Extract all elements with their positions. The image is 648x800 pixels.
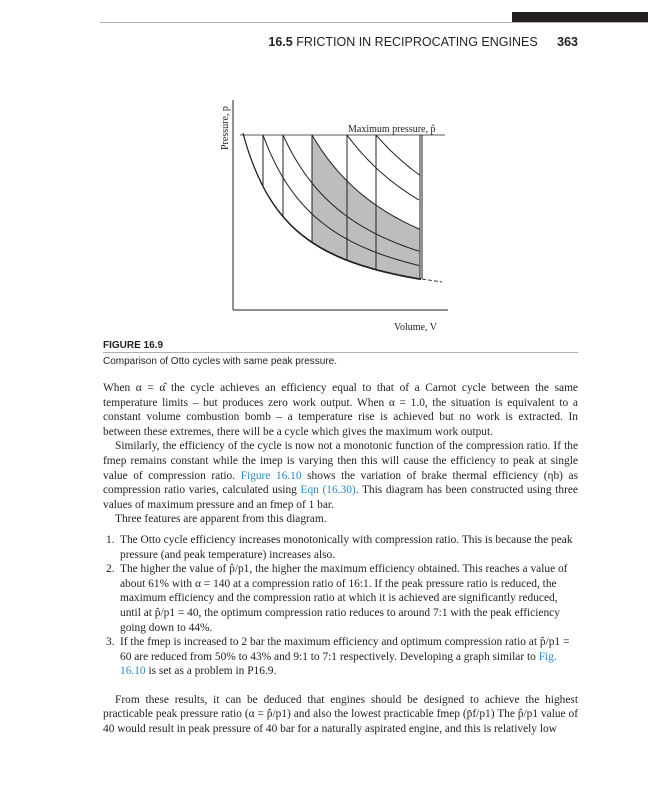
expansion-curve bbox=[311, 134, 421, 230]
body-text: When α = α̂ the cycle achieves an effici… bbox=[103, 381, 578, 737]
figure-caption: Comparison of Otto cycles with same peak… bbox=[103, 356, 337, 367]
cycle-curves bbox=[242, 132, 443, 283]
list-item: 3. If the fmep is increased to 2 bar the … bbox=[103, 635, 578, 679]
expansion-curve bbox=[262, 134, 420, 266]
figure-link[interactable]: Fig. 16.10 bbox=[120, 650, 557, 678]
figure-rule bbox=[103, 352, 578, 353]
page-number: 363 bbox=[557, 35, 578, 49]
list-number: 3. bbox=[106, 636, 115, 649]
list-number: 2. bbox=[106, 563, 115, 576]
equation-link[interactable]: Eqn (16.30) bbox=[300, 484, 356, 497]
figure-label: FIGURE 16.9 bbox=[103, 340, 164, 351]
text: . This diagram has been constructed usin… bbox=[103, 484, 578, 511]
figure-link[interactable]: Figure 16.10 bbox=[240, 469, 302, 482]
text: Similarly, the efficiency of the cycle i… bbox=[103, 440, 578, 482]
compression-extension bbox=[421, 278, 443, 283]
text: shows the variation of brake thermal eff… bbox=[103, 469, 579, 497]
compression-curve bbox=[242, 133, 422, 281]
expansion-curve bbox=[282, 134, 420, 252]
section-number: 16.5 bbox=[268, 35, 293, 49]
section-title: FRICTION IN RECIPROCATING ENGINES bbox=[296, 35, 538, 49]
expansion-curve bbox=[375, 134, 421, 176]
running-header: 16.5 FRICTION IN RECIPROCATING ENGINES 3… bbox=[268, 35, 578, 49]
max-pressure-label: Maximum pressure, p̂ bbox=[348, 124, 436, 135]
shaded-area bbox=[312, 135, 420, 279]
paragraph: Three features are apparent from this di… bbox=[115, 513, 327, 526]
list-text: The higher the value of p̂/p1, the highe… bbox=[120, 563, 568, 634]
paragraph: When α = α̂ the cycle achieves an effici… bbox=[103, 382, 578, 438]
list-item: 1. The Otto cycle efficiency increases mo… bbox=[103, 533, 578, 562]
list-text: The Otto cycle efficiency increases mono… bbox=[120, 533, 573, 561]
list-text: is set as a problem in P16.9. bbox=[145, 665, 277, 678]
list-number: 1. bbox=[106, 533, 115, 546]
x-axis-label: Volume, V bbox=[394, 322, 438, 333]
shaded-cycle-area bbox=[312, 135, 420, 279]
feature-list: 1. The Otto cycle efficiency increases mo… bbox=[103, 533, 578, 679]
list-text: If the fmep is increased to 2 bar the ma… bbox=[120, 636, 570, 663]
header-bar bbox=[512, 12, 648, 22]
paragraph: From these results, it can be deduced th… bbox=[103, 693, 578, 736]
y-axis-label: Pressure, p bbox=[220, 106, 231, 150]
header-rule bbox=[100, 22, 648, 23]
pv-diagram: Maximum pressure, p̂ Volume, V Pressure,… bbox=[220, 100, 448, 333]
list-item: 2. The higher the value of p̂/p1, the hig… bbox=[103, 562, 578, 635]
paragraph: Similarly, the efficiency of the cycle i… bbox=[103, 439, 578, 512]
expansion-curve bbox=[346, 134, 420, 201]
